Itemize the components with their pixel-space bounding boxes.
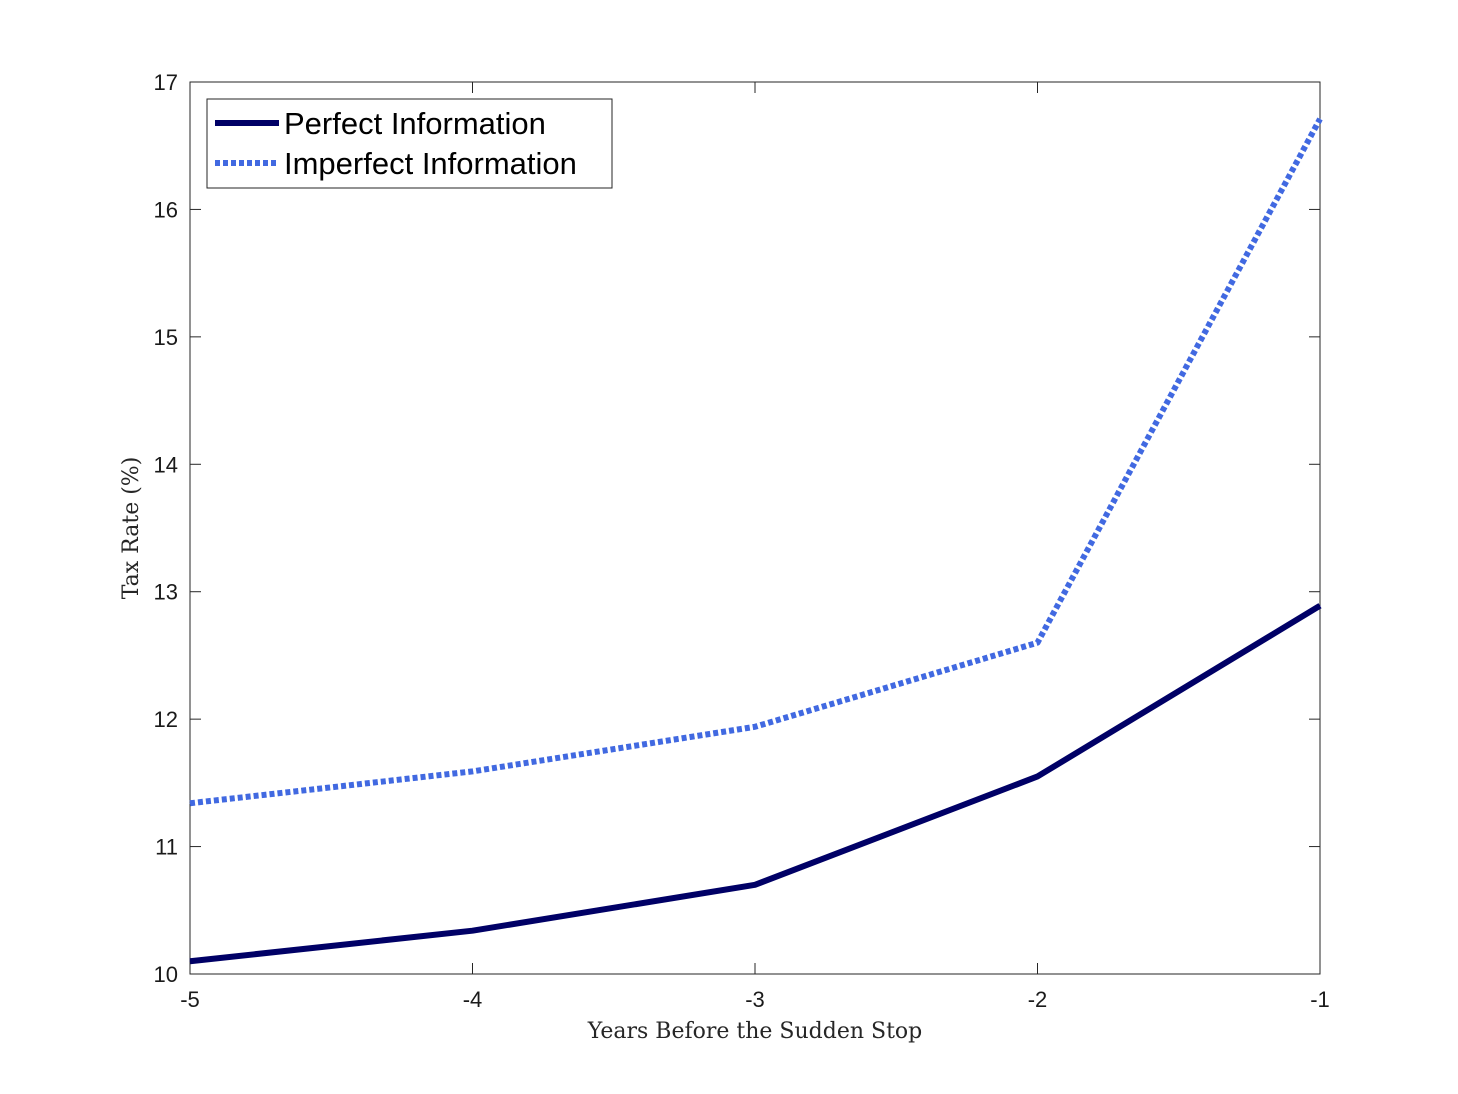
- legend-box: [206, 98, 613, 189]
- series-1-point: [1319, 118, 1321, 120]
- y-tick-label: 13: [154, 580, 178, 605]
- x-tick-label: -2: [1028, 987, 1048, 1012]
- series-layer: [189, 117, 1323, 965]
- series-1-point: [472, 770, 473, 772]
- y-tick-label: 11: [155, 835, 178, 860]
- y-tick-label: 15: [154, 325, 178, 350]
- y-tick-label: 14: [154, 452, 178, 477]
- series-0-point: [1037, 775, 1038, 777]
- series-1-point: [189, 802, 191, 804]
- x-axis-title: Years Before the Sudden Stop: [587, 1019, 923, 1044]
- plot-area: [189, 81, 1321, 975]
- x-tick-label: -5: [180, 987, 200, 1012]
- y-tick-label: 12: [154, 707, 178, 732]
- y-tick-label: 17: [154, 70, 178, 95]
- y-tick-label: 16: [154, 197, 178, 222]
- ticks-layer: -5 -4 -3 -2 -1 10 11 12 13 14 15 16 17: [154, 70, 1330, 1012]
- legend: Perfect Information Imperfect Information: [206, 98, 613, 189]
- x-tick-label: -1: [1310, 987, 1330, 1012]
- series-1-point: [1037, 642, 1038, 644]
- series-0-point: [1319, 605, 1321, 607]
- y-axis-title: Tax Rate (%): [119, 457, 144, 600]
- series-0-point: [754, 884, 756, 886]
- x-tick-label: -4: [463, 987, 483, 1012]
- legend-label-1: Imperfect Information: [284, 146, 577, 181]
- series-0-point: [472, 930, 473, 932]
- series-1-point: [754, 726, 756, 728]
- y-tick-label: 10: [154, 962, 178, 987]
- legend-label-0: Perfect Information: [284, 106, 546, 141]
- legend-entries: Perfect Information Imperfect Information: [215, 106, 577, 181]
- x-tick-label: -3: [745, 987, 765, 1012]
- series-0-point: [189, 960, 191, 962]
